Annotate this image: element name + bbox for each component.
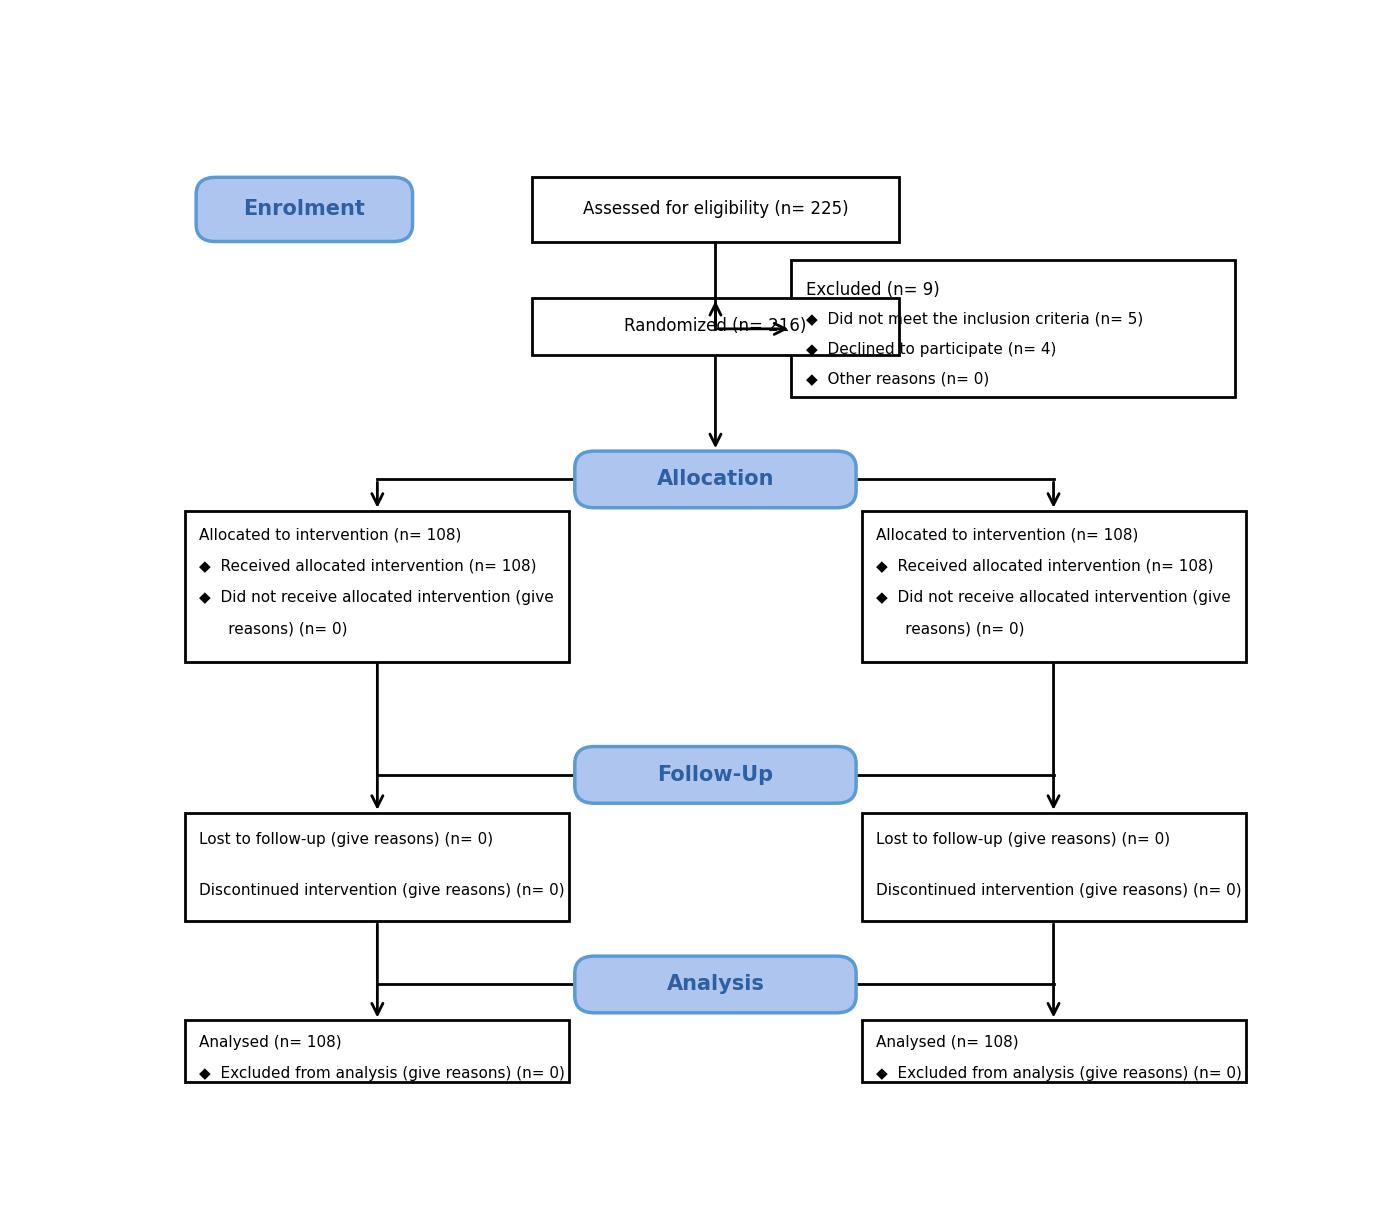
Text: Enrolment: Enrolment	[243, 200, 366, 219]
FancyBboxPatch shape	[861, 813, 1245, 921]
Text: reasons) (n= 0): reasons) (n= 0)	[200, 622, 348, 636]
Text: ◆  Declined to participate (n= 4): ◆ Declined to participate (n= 4)	[807, 342, 1057, 357]
Text: Excluded (n= 9): Excluded (n= 9)	[807, 281, 940, 299]
Text: reasons) (n= 0): reasons) (n= 0)	[875, 622, 1025, 636]
Text: Allocation: Allocation	[656, 470, 775, 489]
Text: ◆  Excluded from analysis (give reasons) (n= 0): ◆ Excluded from analysis (give reasons) …	[200, 1065, 565, 1080]
Text: Assessed for eligibility (n= 225): Assessed for eligibility (n= 225)	[582, 200, 849, 218]
FancyBboxPatch shape	[575, 451, 856, 508]
Text: ◆  Did not meet the inclusion criteria (n= 5): ◆ Did not meet the inclusion criteria (n…	[807, 311, 1143, 326]
Text: Discontinued intervention (give reasons) (n= 0): Discontinued intervention (give reasons)…	[875, 884, 1241, 899]
FancyBboxPatch shape	[532, 178, 899, 242]
Text: Allocated to intervention (n= 108): Allocated to intervention (n= 108)	[875, 527, 1138, 543]
Text: ◆  Received allocated intervention (n= 108): ◆ Received allocated intervention (n= 10…	[200, 559, 537, 574]
Text: Follow-Up: Follow-Up	[658, 765, 773, 785]
Text: ◆  Did not receive allocated intervention (give: ◆ Did not receive allocated intervention…	[875, 590, 1230, 604]
FancyBboxPatch shape	[195, 178, 413, 242]
Text: ◆  Excluded from analysis (give reasons) (n= 0): ◆ Excluded from analysis (give reasons) …	[875, 1065, 1241, 1080]
Text: ◆  Other reasons (n= 0): ◆ Other reasons (n= 0)	[807, 371, 990, 386]
Text: Analysed (n= 108): Analysed (n= 108)	[200, 1036, 342, 1051]
Text: Analysed (n= 108): Analysed (n= 108)	[875, 1036, 1018, 1051]
Text: ◆  Received allocated intervention (n= 108): ◆ Received allocated intervention (n= 10…	[875, 559, 1213, 574]
FancyBboxPatch shape	[792, 260, 1235, 397]
Text: Lost to follow-up (give reasons) (n= 0): Lost to follow-up (give reasons) (n= 0)	[200, 831, 494, 846]
Text: Discontinued intervention (give reasons) (n= 0): Discontinued intervention (give reasons)…	[200, 884, 565, 899]
FancyBboxPatch shape	[186, 813, 570, 921]
Text: ◆  Did not receive allocated intervention (give: ◆ Did not receive allocated intervention…	[200, 590, 554, 604]
FancyBboxPatch shape	[575, 747, 856, 803]
FancyBboxPatch shape	[186, 510, 570, 662]
Text: Randomized (n= 216): Randomized (n= 216)	[624, 318, 807, 336]
FancyBboxPatch shape	[575, 956, 856, 1013]
Text: Allocated to intervention (n= 108): Allocated to intervention (n= 108)	[200, 527, 462, 543]
FancyBboxPatch shape	[532, 298, 899, 354]
Text: Analysis: Analysis	[666, 975, 765, 994]
FancyBboxPatch shape	[861, 510, 1245, 662]
FancyBboxPatch shape	[861, 1020, 1245, 1081]
FancyBboxPatch shape	[186, 1020, 570, 1081]
Text: Lost to follow-up (give reasons) (n= 0): Lost to follow-up (give reasons) (n= 0)	[875, 831, 1170, 846]
